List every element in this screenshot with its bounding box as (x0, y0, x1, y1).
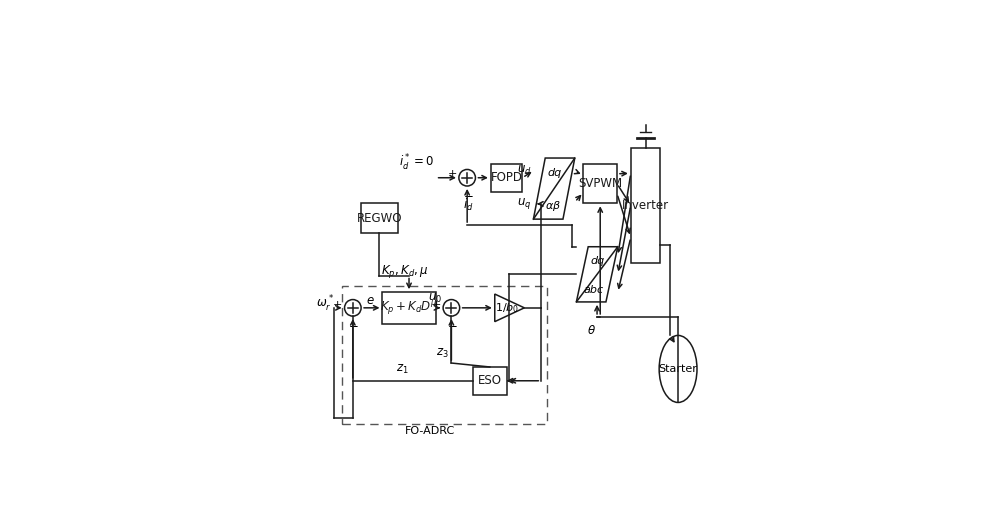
Text: −: − (349, 320, 359, 333)
FancyBboxPatch shape (583, 164, 617, 203)
Text: FOPD: FOPD (491, 171, 523, 184)
Text: FO-ADRC: FO-ADRC (405, 426, 455, 436)
Text: dq: dq (590, 255, 604, 266)
Polygon shape (533, 158, 575, 219)
FancyBboxPatch shape (473, 367, 507, 395)
Text: $K_p,K_d,\mu$: $K_p,K_d,\mu$ (381, 263, 429, 280)
Circle shape (345, 300, 361, 316)
Text: $e$: $e$ (366, 294, 375, 307)
Text: abc: abc (584, 285, 604, 295)
Text: ESO: ESO (478, 374, 502, 387)
Text: $K_p+K_dD^\mu$: $K_p+K_dD^\mu$ (380, 299, 438, 317)
Text: +: + (448, 169, 457, 179)
Circle shape (443, 300, 460, 316)
FancyBboxPatch shape (382, 292, 436, 324)
Text: $i_d^*=0$: $i_d^*=0$ (399, 153, 434, 173)
Text: +: + (333, 300, 343, 310)
Text: $u_0$: $u_0$ (428, 291, 442, 305)
Text: $1/b_0$: $1/b_0$ (495, 301, 519, 315)
Text: Starter: Starter (659, 364, 698, 374)
Ellipse shape (659, 335, 697, 402)
Text: $\omega_r^*$: $\omega_r^*$ (316, 294, 334, 314)
Text: SVPWM: SVPWM (578, 177, 622, 190)
Polygon shape (576, 247, 618, 302)
FancyBboxPatch shape (491, 164, 522, 191)
Text: dq: dq (547, 168, 561, 178)
Text: Inverter: Inverter (622, 199, 669, 212)
Text: REGWO: REGWO (357, 211, 402, 225)
Circle shape (459, 169, 475, 186)
Polygon shape (495, 294, 524, 322)
Text: $u_d$: $u_d$ (517, 164, 531, 177)
Text: +: + (432, 300, 441, 310)
FancyBboxPatch shape (631, 148, 660, 263)
Text: $z_3$: $z_3$ (436, 347, 448, 360)
Text: $i_d$: $i_d$ (463, 197, 474, 213)
Text: −: − (448, 320, 458, 333)
Text: $z_1$: $z_1$ (396, 363, 408, 376)
Text: $\alpha\beta$: $\alpha\beta$ (545, 199, 561, 212)
Text: $\theta$: $\theta$ (587, 324, 596, 336)
Text: $u_q$: $u_q$ (517, 197, 531, 211)
Text: −: − (463, 190, 473, 203)
FancyBboxPatch shape (361, 203, 398, 233)
